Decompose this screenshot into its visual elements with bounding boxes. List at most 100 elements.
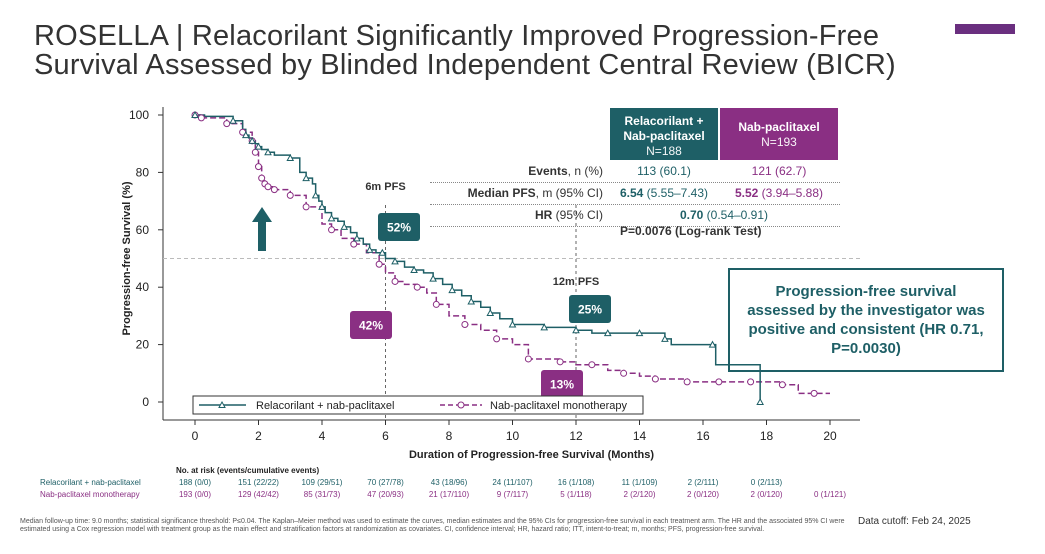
nab-marker	[524, 355, 532, 363]
events-rel: 113 (60.1)	[637, 164, 691, 178]
nab-arm-header: Nab-paclitaxel N=193	[720, 108, 838, 160]
title-line-1: ROSELLA | Relacorilant Significantly Imp…	[34, 20, 880, 52]
rel-marker	[264, 148, 272, 156]
nab-marker	[264, 183, 272, 191]
rel-marker	[635, 329, 644, 337]
x-tick-label: 18	[760, 429, 774, 443]
nab-marker	[432, 300, 440, 308]
nab-marker	[286, 191, 294, 199]
badge-12m-rel-bg	[569, 295, 611, 323]
badge-12m-rel: 25%	[578, 303, 602, 317]
risk-rel-cell: 2 (2/111)	[687, 478, 719, 487]
rel-marker	[467, 297, 476, 305]
rel-marker	[708, 340, 717, 348]
events-row: Events, n (%) 113 (60.1) 121 (62.7)	[430, 160, 840, 183]
rel-marker	[448, 286, 457, 294]
risk-rel-cell: 43 (18/96)	[430, 478, 468, 487]
rel-marker	[603, 329, 612, 337]
hr-label: HR (95% CI)	[534, 208, 603, 222]
y-tick-label: 0	[142, 395, 149, 409]
nab-marker	[328, 226, 336, 234]
nab-marker	[810, 389, 818, 397]
y-tick-label: 40	[136, 280, 150, 294]
nab-header: Nab-paclitaxel	[738, 120, 820, 134]
nab-marker	[651, 375, 659, 383]
rel-marker	[248, 136, 256, 144]
nab-n: N=193	[761, 135, 797, 149]
legend-nab-marker	[457, 401, 465, 409]
risk-nab-cell: 47 (20/93)	[367, 490, 404, 499]
risk-nab-cell: 2 (0/120)	[686, 490, 720, 499]
badge-6m-nab-bg	[350, 311, 392, 339]
nab-marker	[270, 186, 278, 194]
rel-marker	[302, 174, 310, 182]
investigator-callout: Progression-free survival assessed by th…	[728, 268, 1004, 372]
risk-nab-cell: 2 (2/120)	[623, 490, 656, 499]
risk-nab-cell: 5 (1/118)	[560, 490, 592, 499]
page-title: ROSELLA | Relacorilant Significantly Imp…	[34, 22, 896, 80]
nab-marker	[588, 361, 596, 369]
data-cutoff: Data cutoff: Feb 24, 2025	[858, 516, 971, 527]
risk-rel-cell: 24 (11/107)	[492, 478, 533, 487]
risk-nab-cell: 2 (0/120)	[750, 490, 783, 499]
milestone-6m-label: 6m PFS	[365, 181, 405, 193]
x-tick-label: 20	[823, 429, 837, 443]
risk-rel-cell: 188 (0/0)	[178, 478, 212, 487]
risk-rel-cell: 151 (22/22)	[238, 478, 279, 487]
rel-marker	[286, 154, 295, 162]
title-line-2: Survival Assessed by Blinded Independent…	[34, 49, 896, 81]
nab-marker	[302, 203, 310, 211]
risk-nab-label: Nab-paclitaxel monotherapy	[40, 490, 140, 499]
footnote: Median follow-up time: 9.0 months; stati…	[20, 518, 845, 533]
rel-marker	[572, 326, 580, 334]
median-nab: 5.52 (3.94–5.88)	[734, 186, 824, 200]
risk-rel-cell: 109 (29/51)	[301, 478, 343, 487]
x-tick-label: 16	[696, 429, 710, 443]
rel-n: N=188	[646, 144, 682, 158]
nab-marker	[715, 378, 723, 386]
legend-rel-marker	[218, 400, 226, 408]
badge-6m-nab: 42%	[359, 319, 383, 333]
rel-marker	[429, 274, 437, 282]
x-tick-label: 14	[633, 429, 647, 443]
rel-marker	[191, 110, 199, 118]
x-tick-label: 2	[255, 429, 262, 443]
badge-6m-rel-bg	[378, 213, 420, 241]
rel-marker	[661, 334, 669, 342]
rel-marker	[378, 248, 387, 256]
y-tick-label: 20	[136, 338, 150, 352]
median-row: Median PFS, m (95% CI) 6.54 (5.55–7.43) …	[430, 182, 840, 205]
rel-marker	[340, 222, 349, 230]
nab-marker	[258, 174, 266, 182]
x-tick-label: 12	[569, 429, 583, 443]
rel-marker	[365, 245, 374, 253]
risk-table-title: No. at risk (events/cumulative events)	[176, 466, 320, 475]
nab-marker	[778, 381, 786, 389]
rel-marker	[311, 191, 320, 199]
x-axis-title: Duration of Progression-free Survival (M…	[409, 449, 654, 461]
risk-nab-cell: 193 (0/0)	[178, 490, 212, 499]
risk-rel-cell: 11 (1/109)	[621, 478, 658, 487]
rel-header-line2: Nab-paclitaxel	[623, 129, 705, 143]
milestone-12m-label: 12m PFS	[553, 276, 599, 288]
rel-marker	[486, 308, 495, 317]
badge-6m-rel: 52%	[387, 221, 411, 235]
x-tick-label: 8	[446, 429, 453, 443]
rel-header-line1: Relacorilant +	[624, 114, 704, 128]
y-tick-label: 80	[136, 165, 150, 179]
x-tick-label: 4	[319, 429, 326, 443]
rel-marker	[327, 214, 336, 222]
risk-rel-cell: 70 (27/78)	[367, 478, 404, 487]
median-label: Median PFS, m (95% CI)	[467, 186, 603, 200]
legend-nab-label: Nab-paclitaxel monotherapy	[490, 400, 627, 412]
nab-marker	[223, 120, 231, 128]
risk-nab-cell: 9 (7/117)	[496, 490, 529, 499]
nab-marker	[461, 321, 469, 329]
nab-marker	[493, 335, 501, 343]
risk-rel-cell: 0 (2/113)	[750, 478, 783, 487]
badge-12m-nab: 13%	[550, 378, 574, 392]
risk-nab-cell: 21 (17/110)	[428, 490, 470, 499]
rel-marker	[353, 234, 361, 242]
nab-marker	[255, 163, 262, 171]
